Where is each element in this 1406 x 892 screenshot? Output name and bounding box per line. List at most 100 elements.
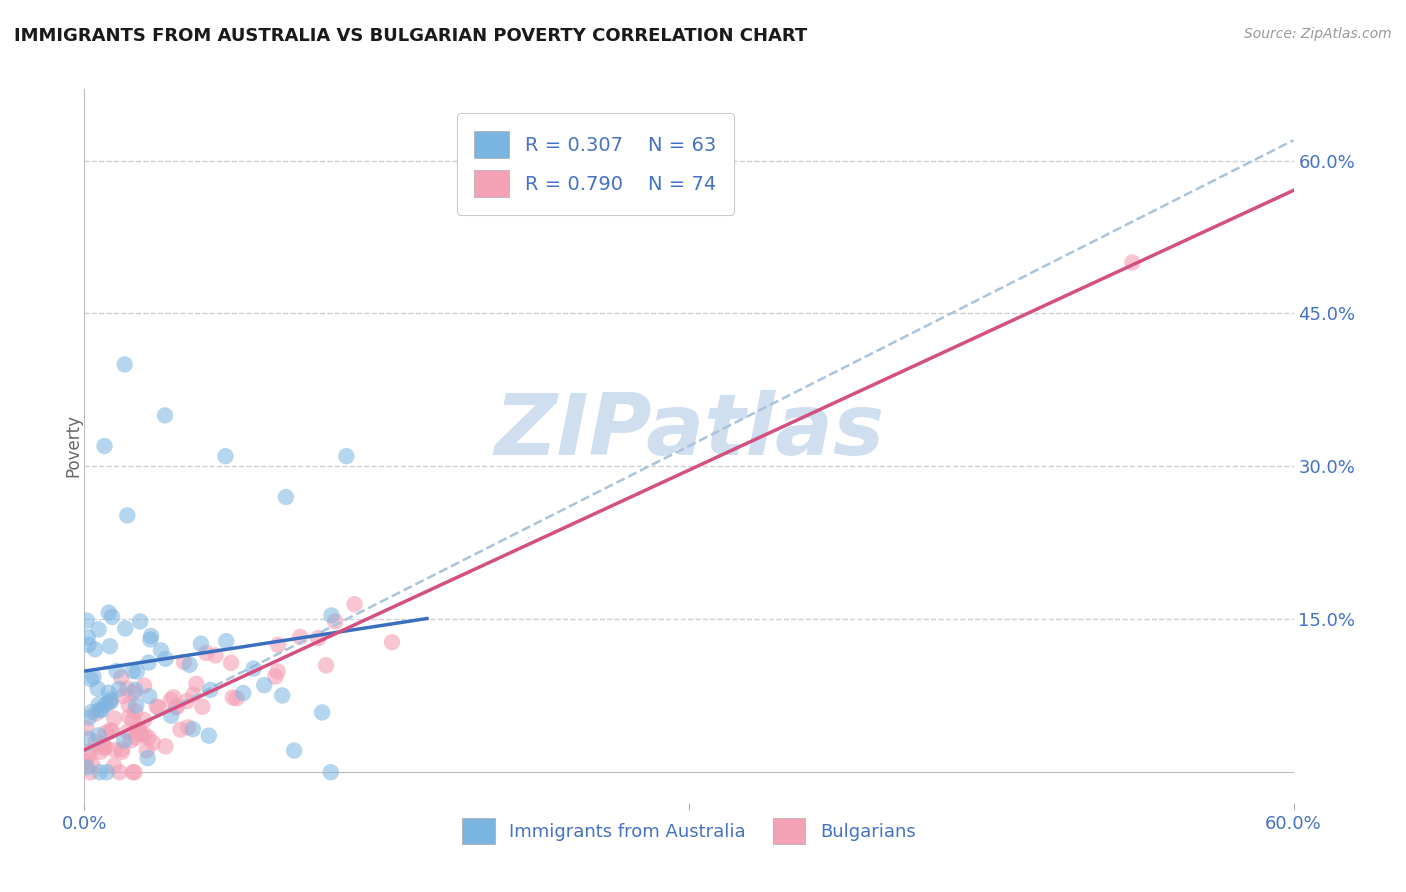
- Point: [101, 610, 124, 624]
- Point: [90, 703, 112, 717]
- Point: [179, 657, 201, 672]
- Point: [198, 729, 221, 743]
- Point: [200, 682, 222, 697]
- Point: [160, 708, 183, 723]
- Point: [121, 765, 143, 780]
- Point: [111, 689, 134, 703]
- Point: [86, 681, 108, 696]
- Point: [145, 699, 167, 714]
- Point: [75, 760, 97, 774]
- Point: [96, 765, 118, 780]
- Point: [94, 698, 117, 712]
- Point: [77, 745, 100, 759]
- Point: [89, 765, 111, 780]
- Point: [343, 597, 366, 611]
- Point: [98, 692, 121, 706]
- Point: [195, 646, 218, 660]
- Point: [155, 739, 177, 754]
- Point: [142, 736, 165, 750]
- Point: [381, 635, 404, 649]
- Point: [93, 439, 115, 453]
- Point: [100, 695, 122, 709]
- Point: [94, 725, 117, 739]
- Point: [117, 698, 139, 712]
- Point: [215, 634, 238, 648]
- Point: [165, 700, 187, 714]
- Point: [134, 727, 156, 741]
- Point: [149, 643, 172, 657]
- Point: [166, 699, 188, 714]
- Text: ZIPatlas: ZIPatlas: [494, 390, 884, 474]
- Point: [117, 724, 139, 739]
- Point: [76, 614, 98, 628]
- Point: [138, 689, 160, 703]
- Point: [335, 449, 357, 463]
- Point: [267, 638, 290, 652]
- Point: [79, 747, 101, 762]
- Point: [125, 723, 148, 737]
- Point: [93, 740, 115, 755]
- Point: [112, 733, 135, 747]
- Point: [110, 671, 132, 685]
- Point: [117, 681, 139, 696]
- Point: [111, 742, 134, 756]
- Point: [83, 670, 105, 684]
- Point: [173, 655, 195, 669]
- Point: [176, 694, 198, 708]
- Point: [181, 688, 204, 702]
- Point: [191, 699, 214, 714]
- Point: [122, 686, 145, 700]
- Point: [204, 648, 226, 663]
- Point: [232, 686, 254, 700]
- Point: [84, 706, 107, 721]
- Point: [120, 733, 142, 747]
- Point: [125, 665, 148, 679]
- Point: [84, 734, 107, 748]
- Point: [108, 681, 131, 696]
- Point: [128, 722, 150, 736]
- Point: [136, 751, 159, 765]
- Point: [307, 631, 329, 645]
- Point: [159, 693, 181, 707]
- Point: [84, 642, 107, 657]
- Point: [242, 662, 264, 676]
- Text: IMMIGRANTS FROM AUSTRALIA VS BULGARIAN POVERTY CORRELATION CHART: IMMIGRANTS FROM AUSTRALIA VS BULGARIAN P…: [14, 27, 807, 45]
- Point: [288, 630, 311, 644]
- Point: [169, 723, 191, 737]
- Point: [139, 632, 162, 647]
- Point: [125, 698, 148, 713]
- Point: [124, 682, 146, 697]
- Point: [108, 765, 131, 780]
- Point: [80, 705, 103, 719]
- Point: [214, 449, 236, 463]
- Point: [124, 705, 146, 719]
- Point: [129, 727, 152, 741]
- Point: [253, 678, 276, 692]
- Point: [190, 637, 212, 651]
- Point: [111, 745, 134, 759]
- Point: [89, 745, 111, 759]
- Point: [267, 665, 290, 679]
- Point: [138, 656, 160, 670]
- Point: [91, 737, 114, 751]
- Point: [264, 669, 287, 683]
- Point: [311, 706, 333, 720]
- Point: [98, 695, 121, 709]
- Point: [181, 722, 204, 736]
- Point: [222, 690, 245, 705]
- Point: [125, 731, 148, 745]
- Point: [98, 639, 121, 653]
- Y-axis label: Poverty: Poverty: [65, 415, 82, 477]
- Point: [117, 508, 139, 523]
- Point: [75, 721, 97, 735]
- Point: [283, 743, 305, 757]
- Point: [177, 720, 200, 734]
- Point: [148, 700, 170, 714]
- Point: [87, 698, 110, 712]
- Point: [162, 690, 184, 705]
- Point: [114, 358, 136, 372]
- Point: [129, 726, 152, 740]
- Point: [97, 606, 120, 620]
- Point: [271, 689, 294, 703]
- Point: [100, 723, 122, 738]
